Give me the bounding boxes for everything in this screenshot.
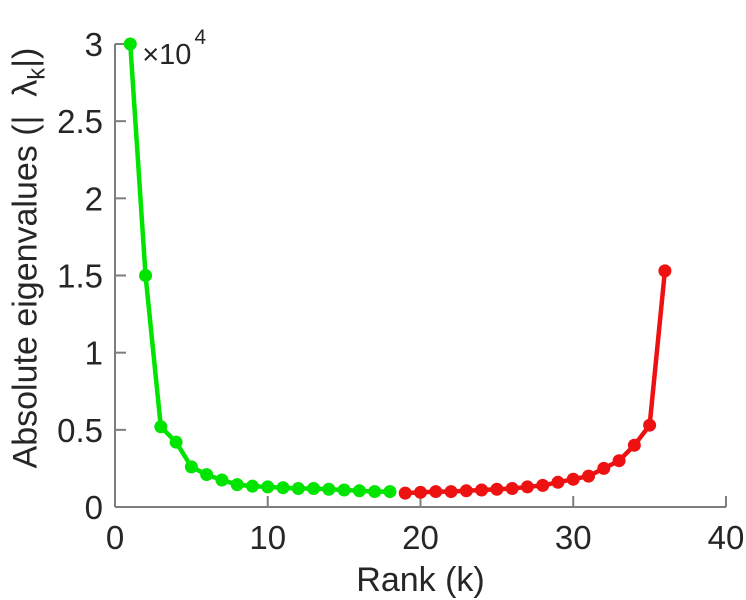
x-tick-label: 20 [402, 519, 439, 556]
data-point-trailing-eigenvalues [414, 485, 427, 499]
y-tick-label: 1 [85, 335, 103, 372]
data-point-trailing-eigenvalues [582, 469, 596, 483]
x-tick-label: 30 [555, 519, 592, 556]
data-point-trailing-eigenvalues [612, 454, 626, 468]
data-point-trailing-eigenvalues [505, 481, 519, 495]
data-point-leading-eigenvalues [337, 483, 351, 497]
data-point-leading-eigenvalues [245, 479, 259, 493]
data-point-trailing-eigenvalues [398, 486, 412, 500]
x-tick-label: 40 [708, 519, 745, 556]
data-point-leading-eigenvalues [352, 484, 366, 498]
data-point-trailing-eigenvalues [643, 418, 657, 432]
data-point-leading-eigenvalues [368, 485, 382, 499]
y-axis-title: Absolute eigenvalues (| λk|) [0, 48, 85, 505]
data-point-trailing-eigenvalues [520, 480, 534, 494]
y-tick-label: 0 [85, 489, 103, 526]
data-point-leading-eigenvalues [139, 269, 153, 282]
data-point-trailing-eigenvalues [658, 264, 672, 278]
data-point-leading-eigenvalues [261, 480, 275, 494]
y-axis-exponent-label: ×104 [110, 6, 206, 105]
data-point-leading-eigenvalues [184, 460, 198, 474]
data-point-leading-eigenvalues [123, 37, 137, 51]
data-point-leading-eigenvalues [230, 478, 244, 492]
y-tick-label: 2.5 [57, 103, 103, 140]
data-point-trailing-eigenvalues [566, 472, 580, 486]
x-tick-label: 0 [106, 519, 124, 556]
exponent-power: 4 [194, 25, 207, 49]
data-point-leading-eigenvalues [307, 481, 321, 495]
x-tick-label: 10 [249, 519, 286, 556]
y-tick-label: 3 [85, 26, 103, 63]
data-point-trailing-eigenvalues [490, 482, 504, 496]
series-line-leading-eigenvalues [128, 41, 393, 494]
y-tick-label: 0.5 [57, 412, 103, 449]
data-point-trailing-eigenvalues [597, 461, 611, 475]
y-tick-label: 1.5 [57, 258, 103, 295]
data-point-leading-eigenvalues [169, 435, 183, 449]
data-point-leading-eigenvalues [200, 468, 214, 482]
y-axis-title-suffix: |) [6, 47, 45, 68]
axes: 0 10 20 30 40 0 0.5 1 1.5 2 2.5 3 [57, 26, 744, 556]
series-line-trailing-eigenvalues [402, 268, 668, 496]
data-point-trailing-eigenvalues [551, 475, 565, 489]
exponent-base: ×10 [142, 39, 192, 71]
data-point-trailing-eigenvalues [459, 484, 473, 498]
x-axis-title: Rank (k) [356, 561, 485, 599]
lambda-subscript: k [23, 67, 51, 80]
lambda-symbol: λ [6, 79, 45, 97]
series [123, 37, 672, 500]
data-point-leading-eigenvalues [154, 420, 168, 434]
data-point-trailing-eigenvalues [429, 485, 443, 499]
data-point-leading-eigenvalues [322, 482, 336, 496]
y-axis-title-prefix: Absolute eigenvalues (| [6, 96, 45, 469]
y-tick-label: 2 [85, 180, 103, 217]
data-point-leading-eigenvalues [291, 481, 305, 495]
data-point-trailing-eigenvalues [536, 478, 550, 492]
data-point-trailing-eigenvalues [475, 483, 489, 497]
data-point-leading-eigenvalues [383, 485, 397, 499]
data-point-trailing-eigenvalues [627, 438, 641, 452]
data-point-leading-eigenvalues [215, 473, 229, 487]
data-point-leading-eigenvalues [276, 481, 290, 495]
data-point-trailing-eigenvalues [444, 485, 458, 499]
